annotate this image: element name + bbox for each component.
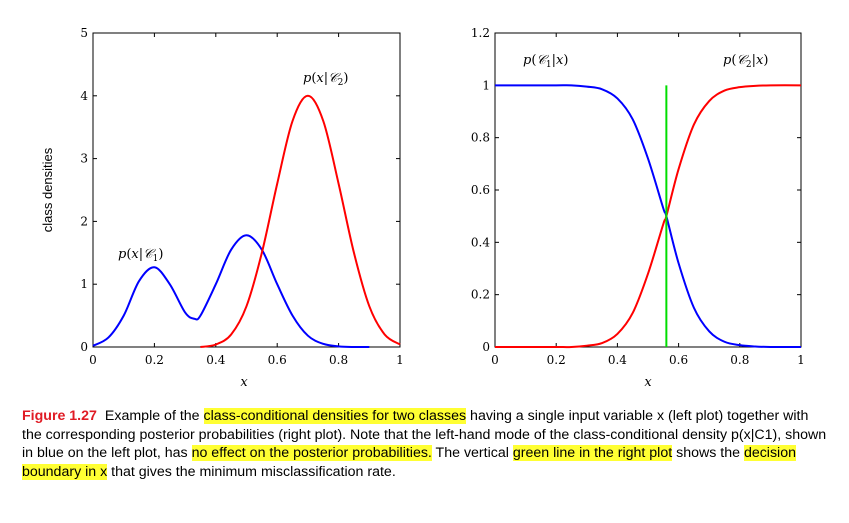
left-plot-frame	[92, 32, 401, 348]
y-tick-label: 0.6	[471, 183, 490, 197]
caption-seg-3: no effect on the posterior probabilities…	[191, 445, 432, 461]
right-plot: 0 0.2 0.4 0.6 0.8 1 0 0.2 0.4 0.6 0.8 1 1.2 x p(𝒞1|x…	[471, 26, 805, 390]
series-line-1	[92, 234, 370, 349]
x-tick-label: 0.6	[268, 353, 287, 367]
right-plot-frame	[494, 32, 802, 348]
caption-seg-8: that gives the minimum misclassification…	[107, 463, 396, 480]
label-p-x-given-c1: p(x|𝒞1)	[118, 247, 163, 264]
x-tick-label: 0.4	[206, 353, 225, 367]
caption-seg-0: Example of the	[104, 408, 204, 424]
label-p-c1-given-x: p(𝒞1|x)	[523, 53, 568, 70]
figure-number: Figure 1.27	[22, 408, 97, 424]
y-tick-label: 4	[80, 89, 88, 103]
caption-seg-4: The vertical	[431, 445, 513, 461]
y-tick-label: 0.8	[471, 131, 490, 145]
x-tick-label: 0	[89, 353, 97, 367]
y-tick-label: 1	[80, 277, 88, 291]
x-tick-label: 0.8	[730, 353, 749, 367]
label-p-c2-given-x: p(𝒞2|x)	[723, 53, 768, 70]
x-tick-label: 0.6	[669, 353, 688, 367]
x-tick-label: 1	[797, 353, 805, 367]
label-p-x-given-c2: p(x|𝒞2)	[303, 71, 348, 88]
right-xlabel: x	[644, 375, 652, 390]
right-ticks: 0 0.2 0.4 0.6 0.8 1 0 0.2 0.4 0.6 0.8 1 1.2	[471, 26, 805, 367]
x-tick-label: 0.4	[608, 353, 627, 367]
y-tick-label: 3	[80, 152, 88, 166]
left-xlabel: x	[240, 375, 248, 390]
y-tick-label: 0	[80, 340, 88, 354]
y-tick-label: 0	[482, 340, 490, 354]
caption-seg-6: shows the	[672, 445, 744, 461]
y-tick-label: 0.4	[471, 235, 490, 249]
caption-seg-1: class-conditional densities for two clas…	[203, 408, 467, 424]
x-tick-label: 0.2	[145, 353, 164, 367]
right-curves	[494, 84, 802, 349]
figure-caption: Figure 1.27 Example of the class-conditio…	[22, 407, 830, 481]
y-tick-label: 5	[80, 26, 88, 40]
y-tick-label: 2	[80, 214, 88, 228]
left-plot: 0 0.2 0.4 0.6 0.8 1 0 1 2 3 4 5 class densities x p…	[40, 26, 404, 390]
figure-plots: 0 0.2 0.4 0.6 0.8 1 0 1 2 3 4 5 class densities x p…	[40, 26, 805, 390]
x-tick-label: 0.8	[329, 353, 348, 367]
y-tick-label: 0.2	[471, 288, 490, 302]
caption-seg-2: having a single input variable x (left p…	[22, 408, 827, 461]
caption-seg-5: green line in the right plot	[512, 445, 673, 461]
left-curves	[92, 94, 401, 349]
series-line-2	[200, 94, 401, 348]
x-tick-label: 0.2	[547, 353, 566, 367]
left-ticks: 0 0.2 0.4 0.6 0.8 1 0 1 2 3 4 5	[80, 26, 403, 367]
x-tick-label: 1	[396, 353, 404, 367]
left-ylabel: class densities	[40, 147, 55, 232]
y-tick-label: 1	[482, 78, 490, 92]
series-line-1	[495, 84, 802, 349]
series-line-2	[494, 84, 802, 349]
y-tick-label: 1.2	[471, 26, 490, 40]
x-tick-label: 0	[491, 353, 499, 367]
